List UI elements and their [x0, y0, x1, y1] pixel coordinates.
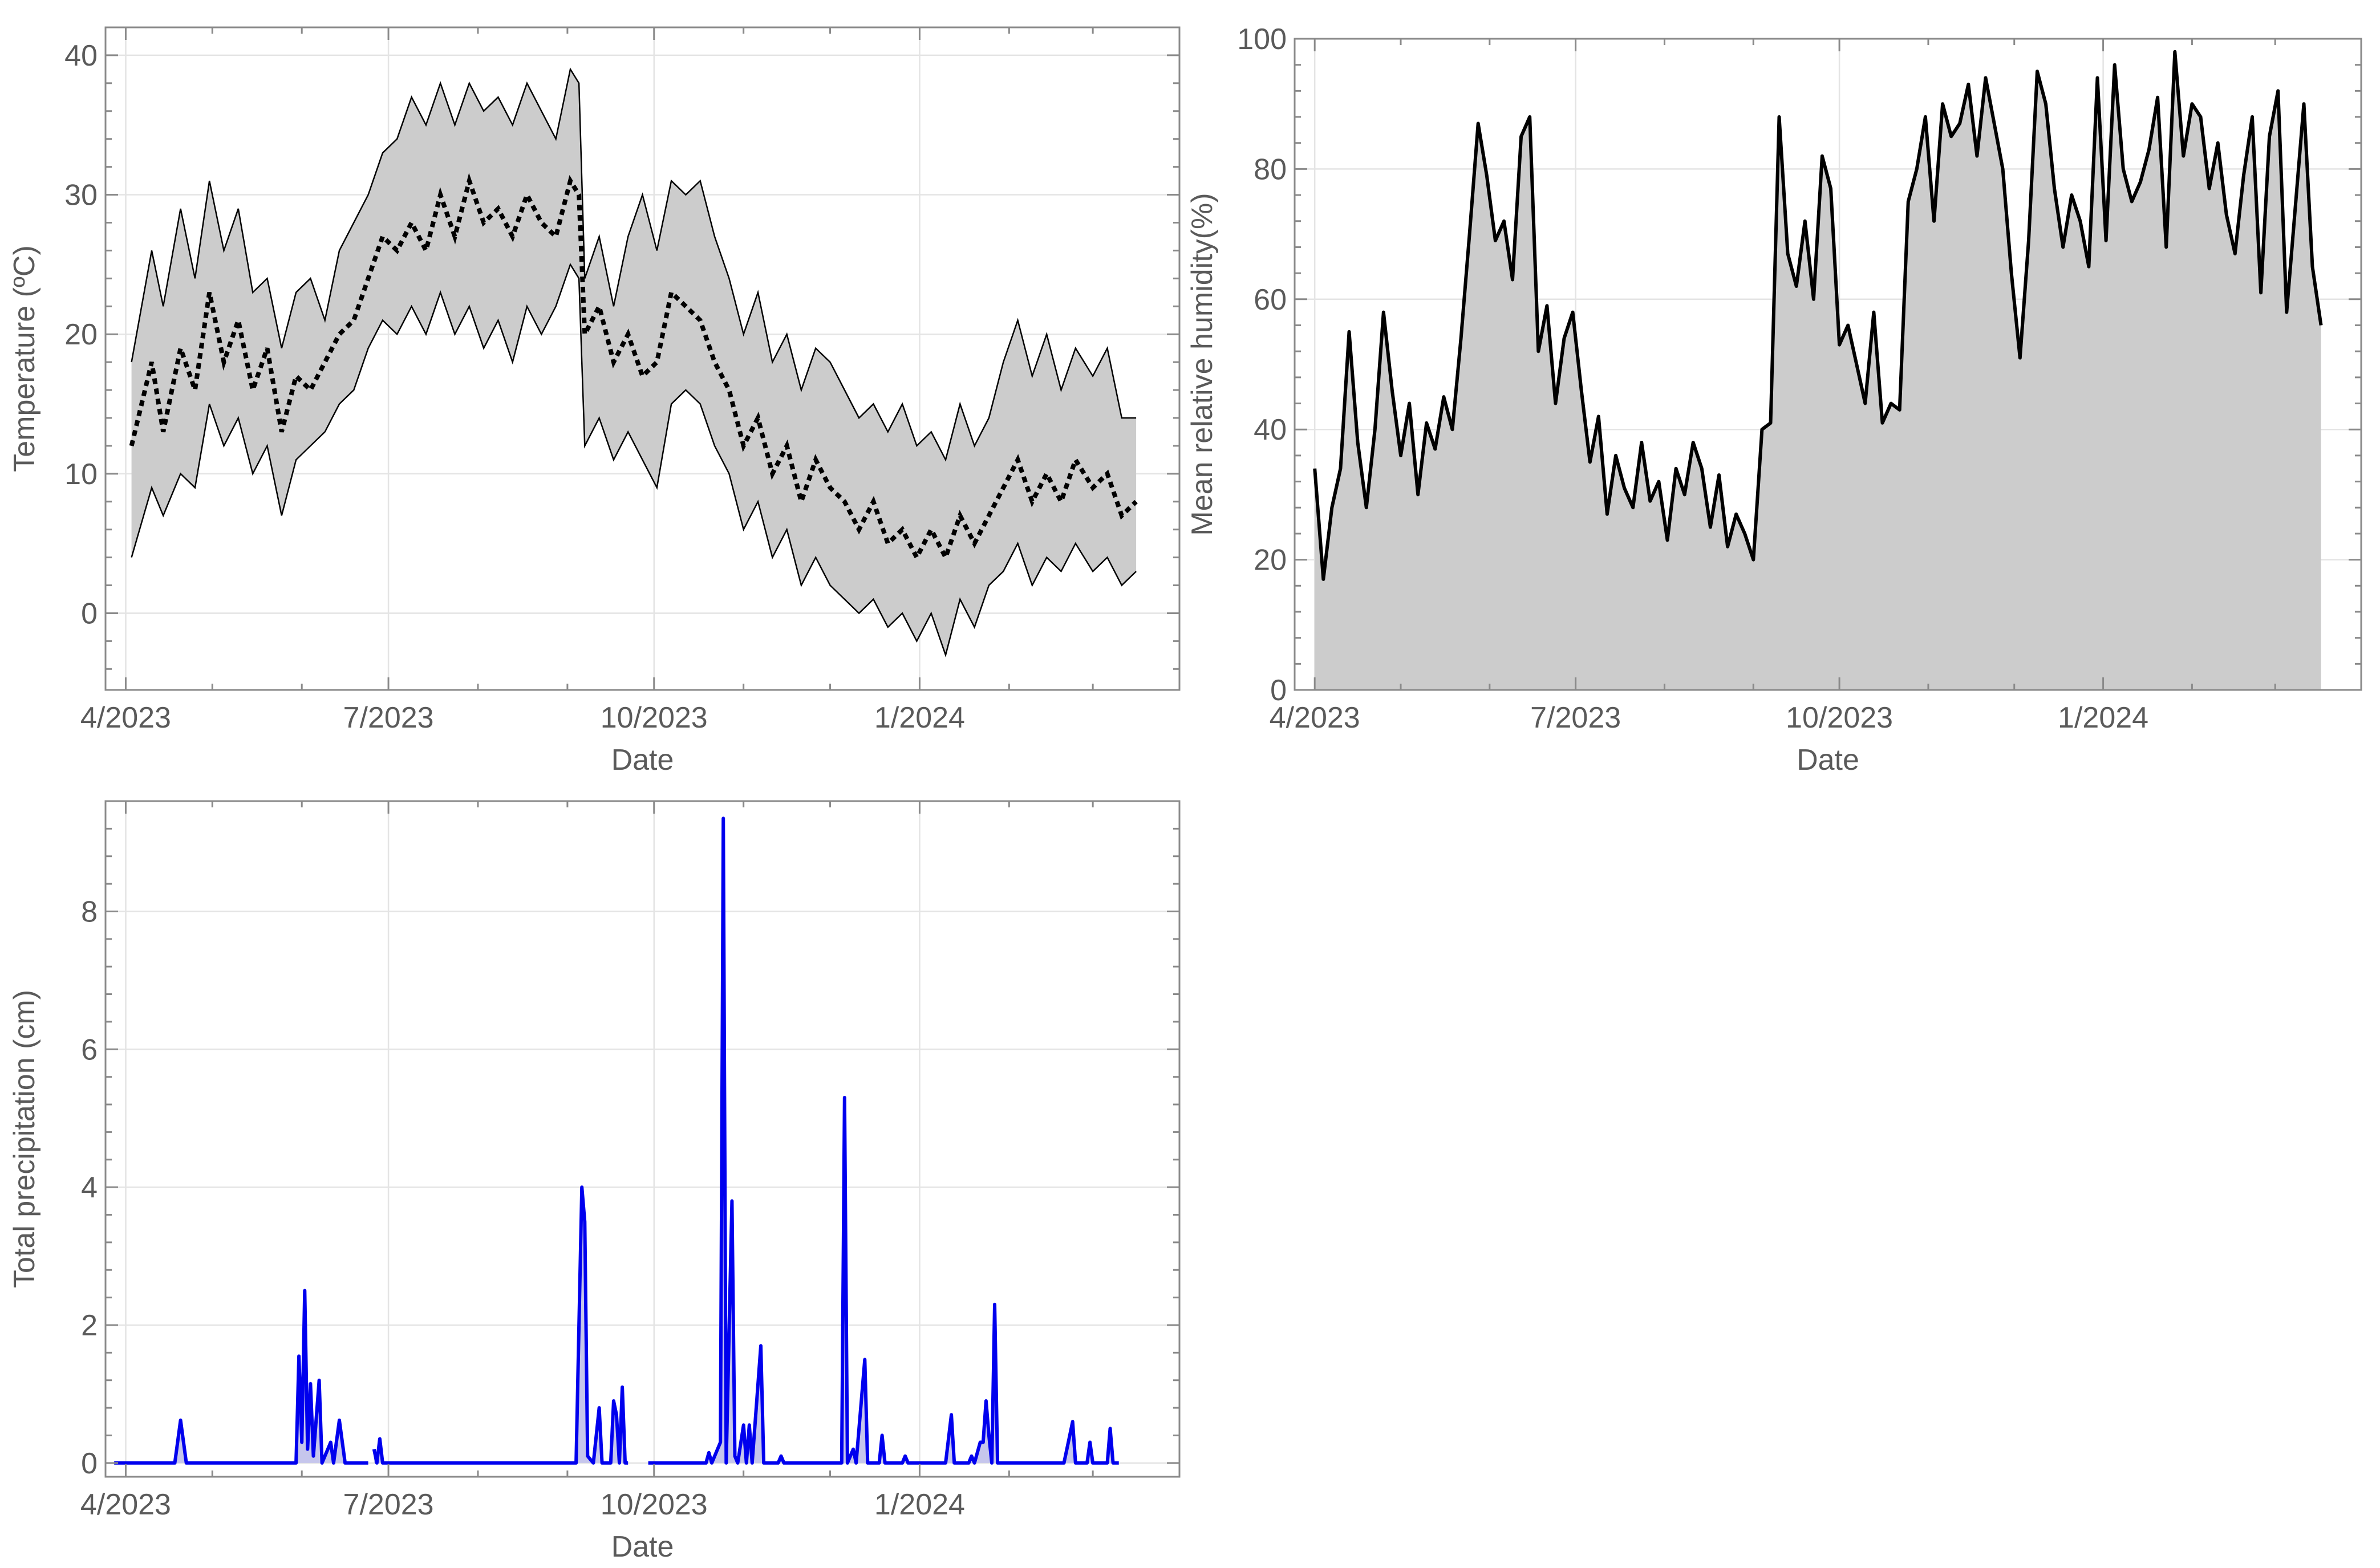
x-tick-label: 4/2023	[80, 1488, 171, 1521]
y-tick-label: 80	[1254, 153, 1287, 186]
x-tick-label: 10/2023	[1786, 701, 1893, 734]
precipitation-area-fill	[648, 818, 1119, 1463]
y-tick-label: 20	[64, 318, 98, 351]
series-precipitation-segment	[114, 1289, 368, 1465]
x-tick-label: 7/2023	[343, 701, 434, 734]
y-tick-label: 0	[81, 597, 98, 630]
x-tick-label: 4/2023	[1270, 701, 1360, 734]
y-tick-label: 100	[1237, 23, 1287, 56]
plot-frame	[104, 800, 1181, 1478]
precipitation-chart: 0 2 4 6 8 4/2023 7/2023 10/2023 1/2024 Date Total …	[8, 800, 1181, 1563]
y-tick-label: 8	[81, 895, 98, 928]
series-precipitation-segment	[372, 1185, 629, 1465]
plot-frame	[1294, 38, 2362, 691]
y-tick-label: 20	[1254, 544, 1287, 577]
x-tick-label: 10/2023	[601, 701, 708, 734]
x-tick-label: 10/2023	[601, 1488, 708, 1521]
y-tick-label: 0	[1270, 674, 1287, 707]
plot-frame	[104, 26, 1181, 691]
x-axis-label: Date	[611, 1530, 674, 1563]
y-tick-label: 2	[81, 1309, 98, 1342]
humidity-chart: 0 20 40 60 80 100 4/2023 7/2023 10/2023 1/2024 Dat…	[1186, 23, 2362, 777]
x-tick-label: 1/2024	[874, 701, 965, 734]
y-tick-label: 40	[64, 39, 98, 72]
x-tick-label: 7/2023	[343, 1488, 434, 1521]
x-tick-label: 4/2023	[80, 701, 171, 734]
x-tick-label: 1/2024	[2058, 701, 2148, 734]
x-tick-label: 7/2023	[1530, 701, 1621, 734]
temperature-chart: 0 10 20 30 40 4/2023 7/2023 10/2023 1/2024 Date Te…	[8, 26, 1181, 777]
x-tick-label: 1/2024	[874, 1488, 965, 1521]
series-mean-temperature	[129, 173, 1138, 563]
series-min-temperature	[131, 263, 1137, 658]
series-precipitation-segment	[648, 817, 1119, 1465]
x-axis-label: Date	[611, 744, 674, 777]
y-tick-label: 40	[1254, 413, 1287, 446]
y-axis-label: Total precipitation (cm)	[8, 990, 41, 1288]
precipitation-area-fill	[114, 1290, 368, 1463]
series-humidity	[1313, 50, 2323, 581]
y-tick-label: 10	[64, 458, 98, 491]
y-axis-label: Mean relative humidity(%)	[1186, 193, 1219, 535]
y-tick-label: 60	[1254, 283, 1287, 316]
y-tick-label: 4	[81, 1171, 98, 1204]
series-max-temperature	[131, 67, 1137, 462]
y-tick-label: 0	[81, 1447, 98, 1480]
y-tick-label: 6	[81, 1033, 98, 1066]
x-axis-label: Date	[1797, 744, 1859, 777]
y-tick-label: 30	[64, 179, 98, 212]
y-axis-label: Temperature (ºC)	[8, 245, 41, 472]
temperature-range-band	[131, 69, 1137, 655]
